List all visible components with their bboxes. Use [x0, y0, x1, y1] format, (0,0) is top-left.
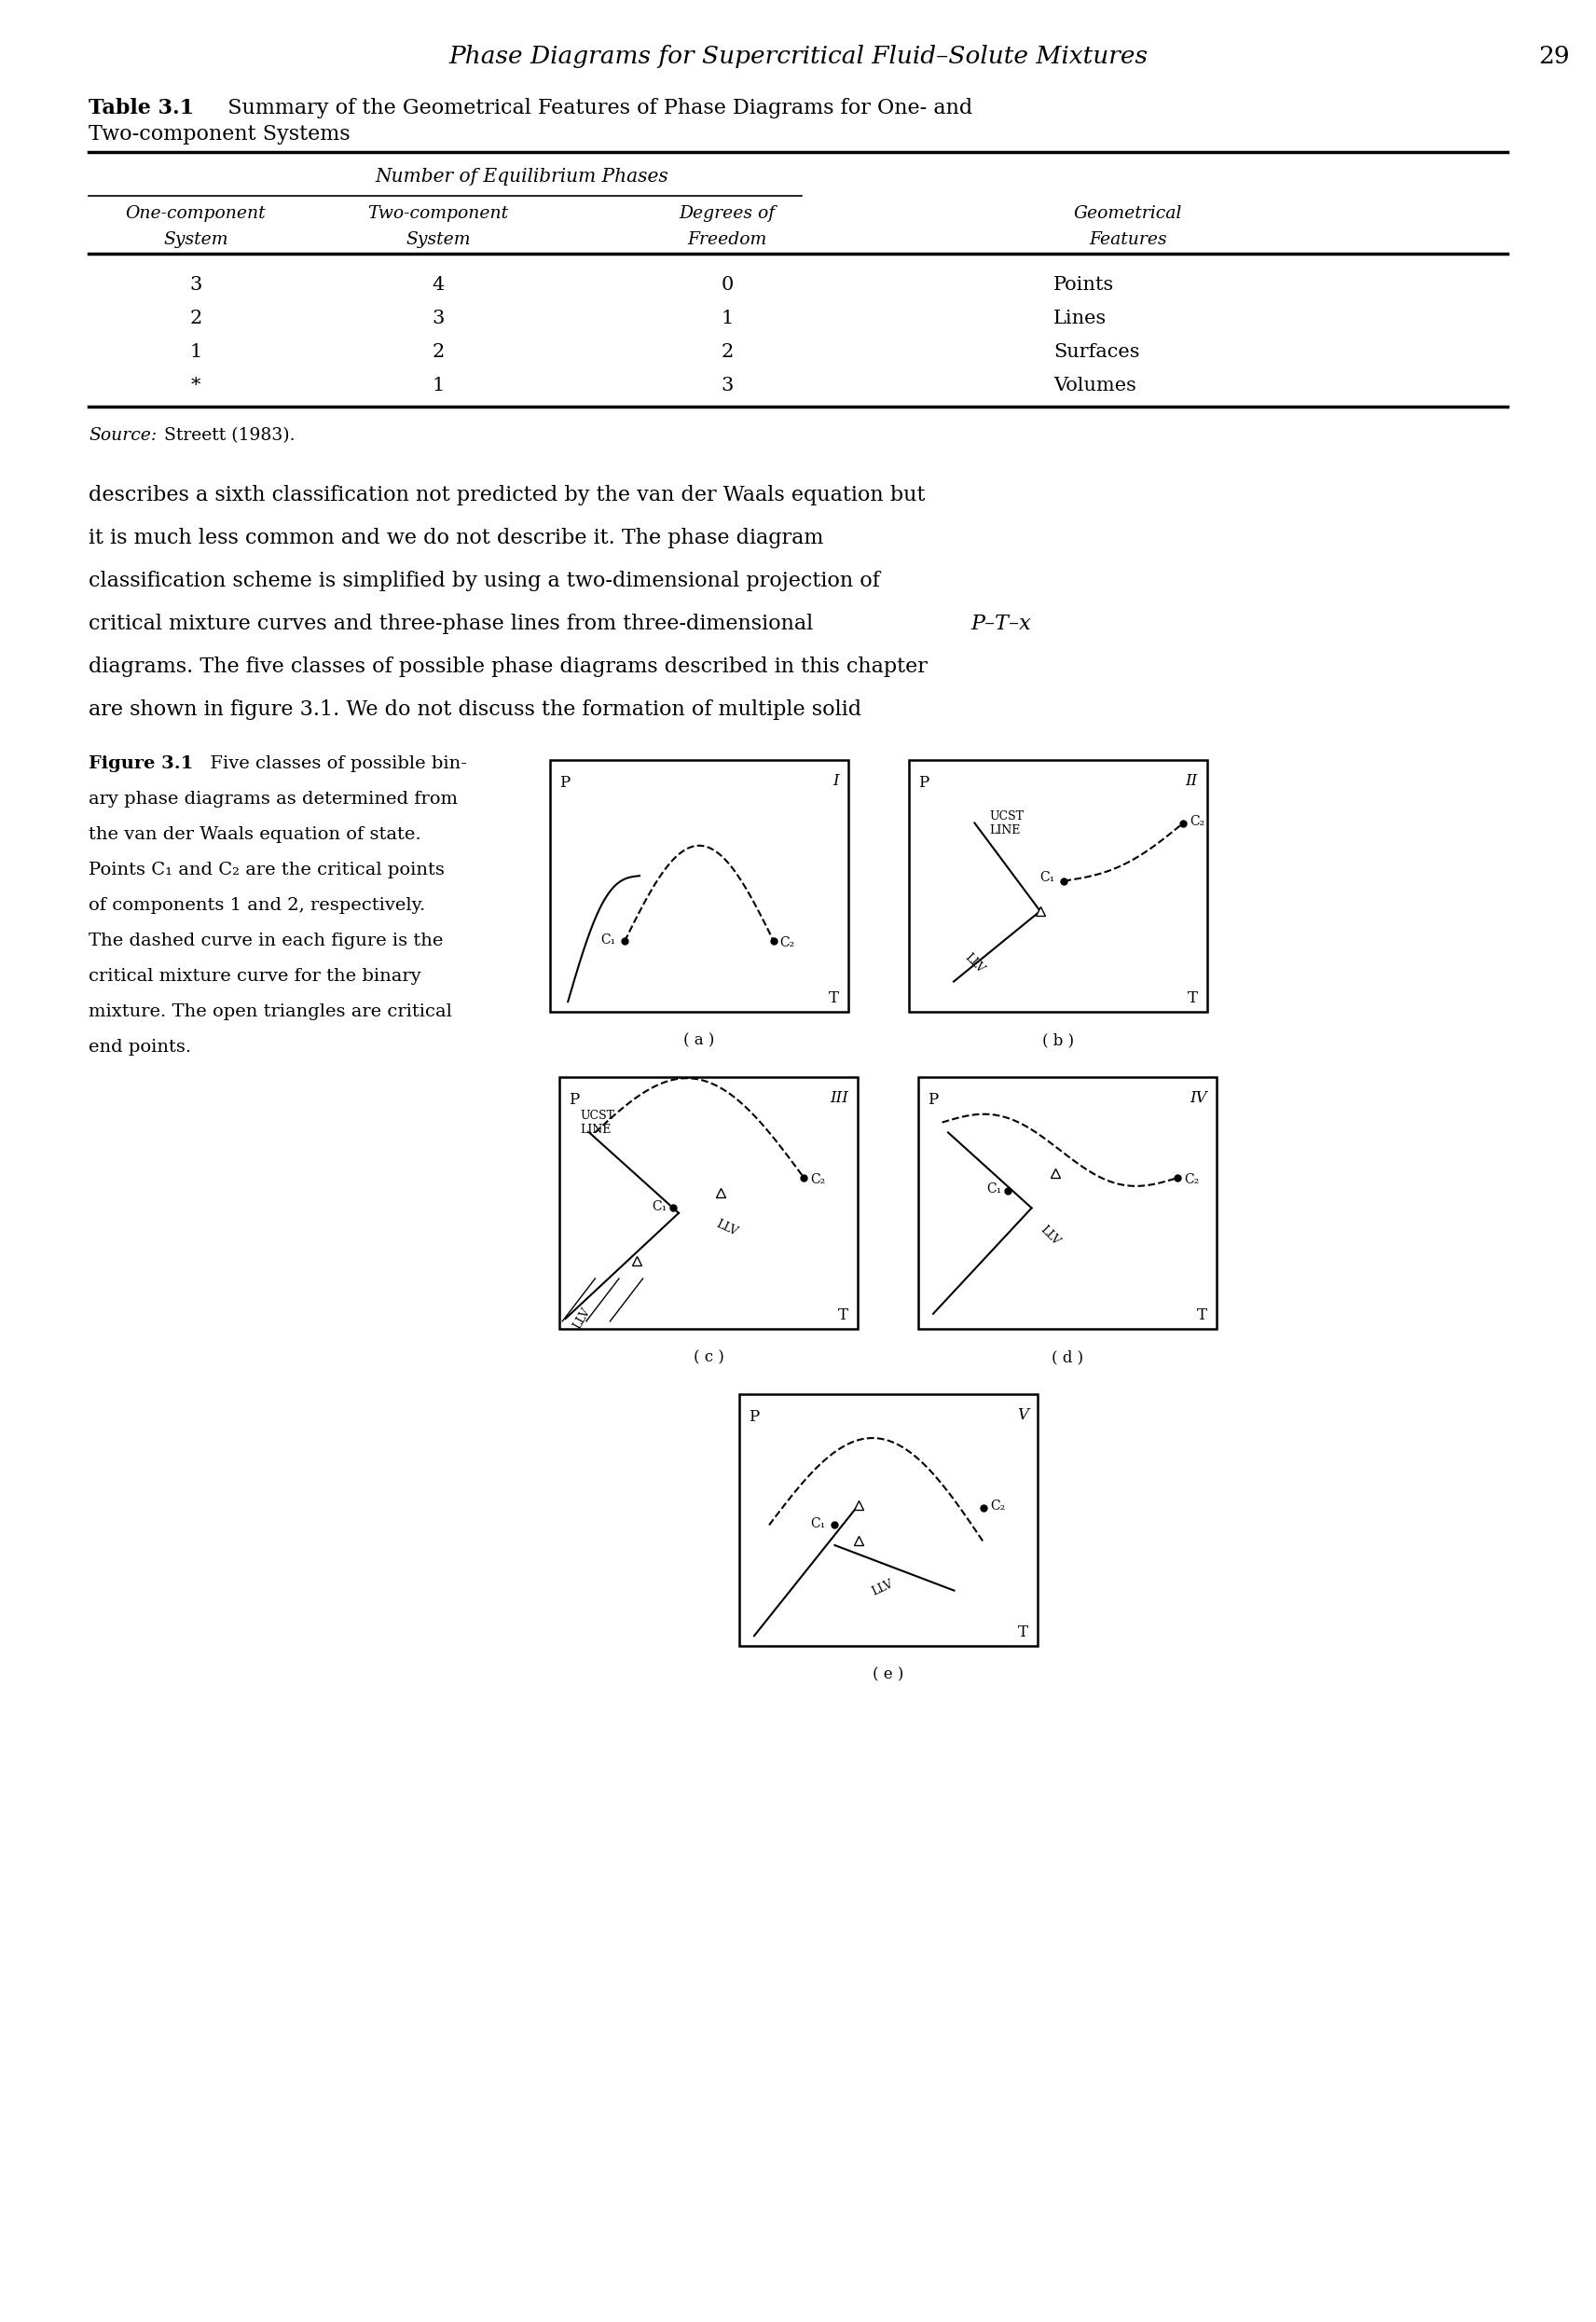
Text: of components 1 and 2, respectively.: of components 1 and 2, respectively. [88, 896, 426, 915]
Text: 1: 1 [190, 344, 203, 360]
Text: 29: 29 [1539, 44, 1569, 67]
Text: One-component: One-component [126, 204, 267, 223]
Text: C₁: C₁ [811, 1519, 825, 1530]
Text: ( c ): ( c ) [693, 1349, 725, 1365]
Text: C₁: C₁ [651, 1200, 667, 1214]
Text: ( d ): ( d ) [1052, 1349, 1084, 1365]
Text: ary phase diagrams as determined from: ary phase diagrams as determined from [88, 792, 458, 808]
Text: V: V [1017, 1407, 1028, 1423]
Text: 0: 0 [721, 276, 734, 295]
Text: classification scheme is simplified by using a two-dimensional projection of: classification scheme is simplified by u… [88, 571, 879, 592]
Text: Summary of the Geometrical Features of Phase Diagrams for One- and: Summary of the Geometrical Features of P… [214, 98, 972, 118]
Text: P–T–x: P–T–x [970, 613, 1031, 634]
Text: System: System [163, 232, 228, 248]
Text: Points: Points [1053, 276, 1114, 295]
Text: 1: 1 [721, 309, 734, 327]
Text: UCST
LINE: UCST LINE [990, 810, 1025, 836]
Text: IV: IV [1191, 1089, 1207, 1105]
Text: Features: Features [1088, 232, 1167, 248]
Text: Phase Diagrams for Supercritical Fluid–Solute Mixtures: Phase Diagrams for Supercritical Fluid–S… [448, 44, 1148, 67]
Text: critical mixture curve for the binary: critical mixture curve for the binary [88, 968, 421, 985]
Text: Geometrical: Geometrical [1074, 204, 1183, 223]
Text: ( a ): ( a ) [683, 1033, 715, 1047]
Text: P: P [918, 776, 929, 792]
Bar [918, 1077, 1216, 1328]
Text: LLV: LLV [962, 952, 986, 975]
Text: II: II [1186, 773, 1199, 789]
Text: P: P [749, 1409, 760, 1426]
Text: 4: 4 [433, 276, 444, 295]
Bar [559, 1077, 857, 1328]
Text: C₁: C₁ [600, 933, 616, 947]
Text: T: T [1197, 1307, 1207, 1324]
Text: C₁: C₁ [1041, 871, 1055, 885]
Text: C₂: C₂ [1189, 815, 1205, 829]
Text: T: T [828, 991, 839, 1005]
Text: Source:: Source: [88, 427, 156, 444]
Text: System: System [405, 232, 471, 248]
Text: I: I [833, 773, 839, 789]
Text: C₁: C₁ [986, 1182, 1002, 1196]
Text: C₂: C₂ [809, 1173, 825, 1187]
Text: describes a sixth classification not predicted by the van der Waals equation but: describes a sixth classification not pre… [88, 485, 926, 506]
Text: T: T [838, 1307, 849, 1324]
Text: the van der Waals equation of state.: the van der Waals equation of state. [88, 827, 421, 843]
Text: critical mixture curves and three-phase lines from three-dimensional: critical mixture curves and three-phase … [88, 613, 820, 634]
Text: P: P [559, 776, 570, 792]
Text: III: III [830, 1089, 849, 1105]
Text: Streett (1983).: Streett (1983). [158, 427, 295, 444]
Text: *: * [192, 376, 201, 395]
Text: Two-component Systems: Two-component Systems [88, 123, 350, 144]
Text: 2: 2 [190, 309, 203, 327]
Text: diagrams. The five classes of possible phase diagrams described in this chapter: diagrams. The five classes of possible p… [88, 657, 927, 678]
Text: LLV: LLV [1037, 1224, 1061, 1247]
Text: Table 3.1: Table 3.1 [88, 98, 195, 118]
Bar [910, 759, 1207, 1012]
Text: C₂: C₂ [990, 1500, 1005, 1514]
Text: it is much less common and we do not describe it. The phase diagram: it is much less common and we do not des… [88, 527, 824, 548]
Text: 3: 3 [433, 309, 444, 327]
Text: 1: 1 [433, 376, 444, 395]
Text: P: P [568, 1091, 579, 1108]
Text: 2: 2 [721, 344, 733, 360]
Text: ( e ): ( e ) [873, 1667, 903, 1681]
Bar [551, 759, 849, 1012]
Text: C₂: C₂ [780, 936, 795, 950]
Text: ( b ): ( b ) [1042, 1033, 1074, 1047]
Text: Points C₁ and C₂ are the critical points: Points C₁ and C₂ are the critical points [88, 861, 445, 878]
Text: Five classes of possible bin-: Five classes of possible bin- [198, 755, 468, 773]
Bar [739, 1393, 1037, 1646]
Text: Freedom: Freedom [688, 232, 768, 248]
Text: Two-component: Two-component [367, 204, 509, 223]
Text: P: P [927, 1091, 938, 1108]
Text: Lines: Lines [1053, 309, 1106, 327]
Text: 3: 3 [190, 276, 203, 295]
Text: C₂: C₂ [1184, 1173, 1199, 1187]
Text: are shown in figure 3.1. We do not discuss the formation of multiple solid: are shown in figure 3.1. We do not discu… [88, 699, 862, 720]
Text: LLV: LLV [571, 1307, 594, 1331]
Text: Volumes: Volumes [1053, 376, 1136, 395]
Text: UCST
LINE: UCST LINE [581, 1110, 614, 1135]
Text: 3: 3 [721, 376, 734, 395]
Text: The dashed curve in each figure is the: The dashed curve in each figure is the [88, 933, 444, 950]
Text: Surfaces: Surfaces [1053, 344, 1140, 360]
Text: T: T [1187, 991, 1199, 1005]
Text: LLV: LLV [715, 1219, 741, 1238]
Text: LLV: LLV [870, 1579, 895, 1598]
Text: mixture. The open triangles are critical: mixture. The open triangles are critical [88, 1003, 452, 1019]
Text: end points.: end points. [88, 1038, 192, 1057]
Text: 2: 2 [433, 344, 444, 360]
Text: Degrees of: Degrees of [678, 204, 776, 223]
Text: Figure 3.1: Figure 3.1 [88, 755, 193, 773]
Text: Number of Equilibrium Phases: Number of Equilibrium Phases [375, 167, 669, 186]
Text: T: T [1018, 1625, 1028, 1639]
